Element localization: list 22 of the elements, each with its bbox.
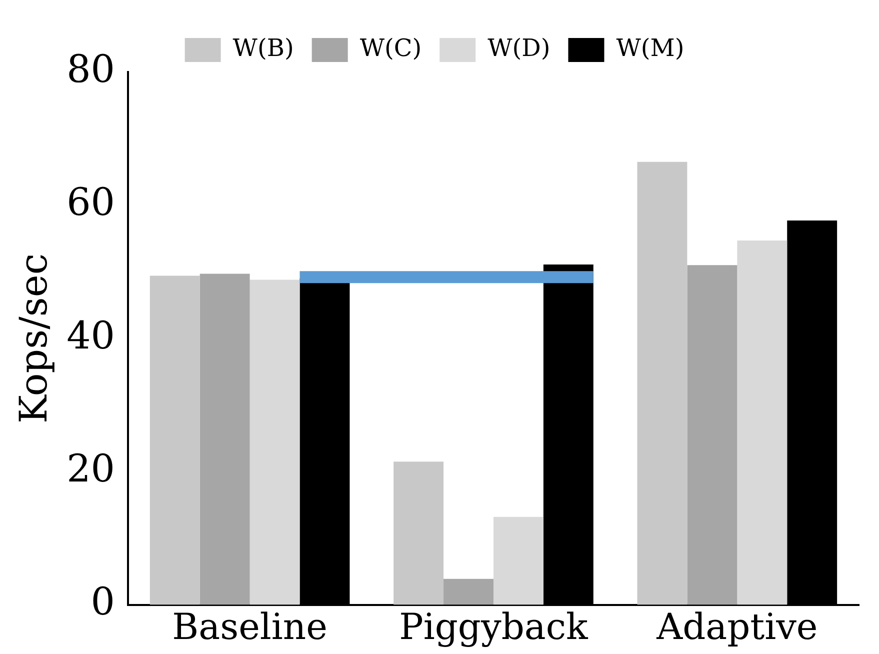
legend-label: W(D) [488, 34, 550, 62]
x-tick-label: Piggyback [399, 606, 589, 648]
x-tick-label: Baseline [172, 606, 328, 648]
y-tick-label: 0 [90, 580, 115, 624]
y-axis-title: Kops/sec [12, 253, 56, 424]
bar [394, 462, 444, 605]
bar [200, 274, 250, 605]
bar [444, 578, 494, 605]
bar [150, 276, 200, 605]
bar [737, 240, 788, 605]
legend-label: W(B) [232, 34, 294, 62]
y-tick-label: 60 [66, 180, 115, 224]
y-tick-label: 80 [66, 46, 115, 91]
x-tick-label: Adaptive [656, 606, 818, 648]
bar [493, 516, 544, 605]
bar [687, 265, 738, 605]
legend-label: W(M) [616, 34, 684, 62]
bar [250, 280, 300, 605]
y-tick-label: 40 [66, 313, 115, 358]
bar [637, 162, 688, 605]
y-tick-label: 20 [66, 446, 115, 490]
legend-label: W(C) [360, 34, 422, 62]
